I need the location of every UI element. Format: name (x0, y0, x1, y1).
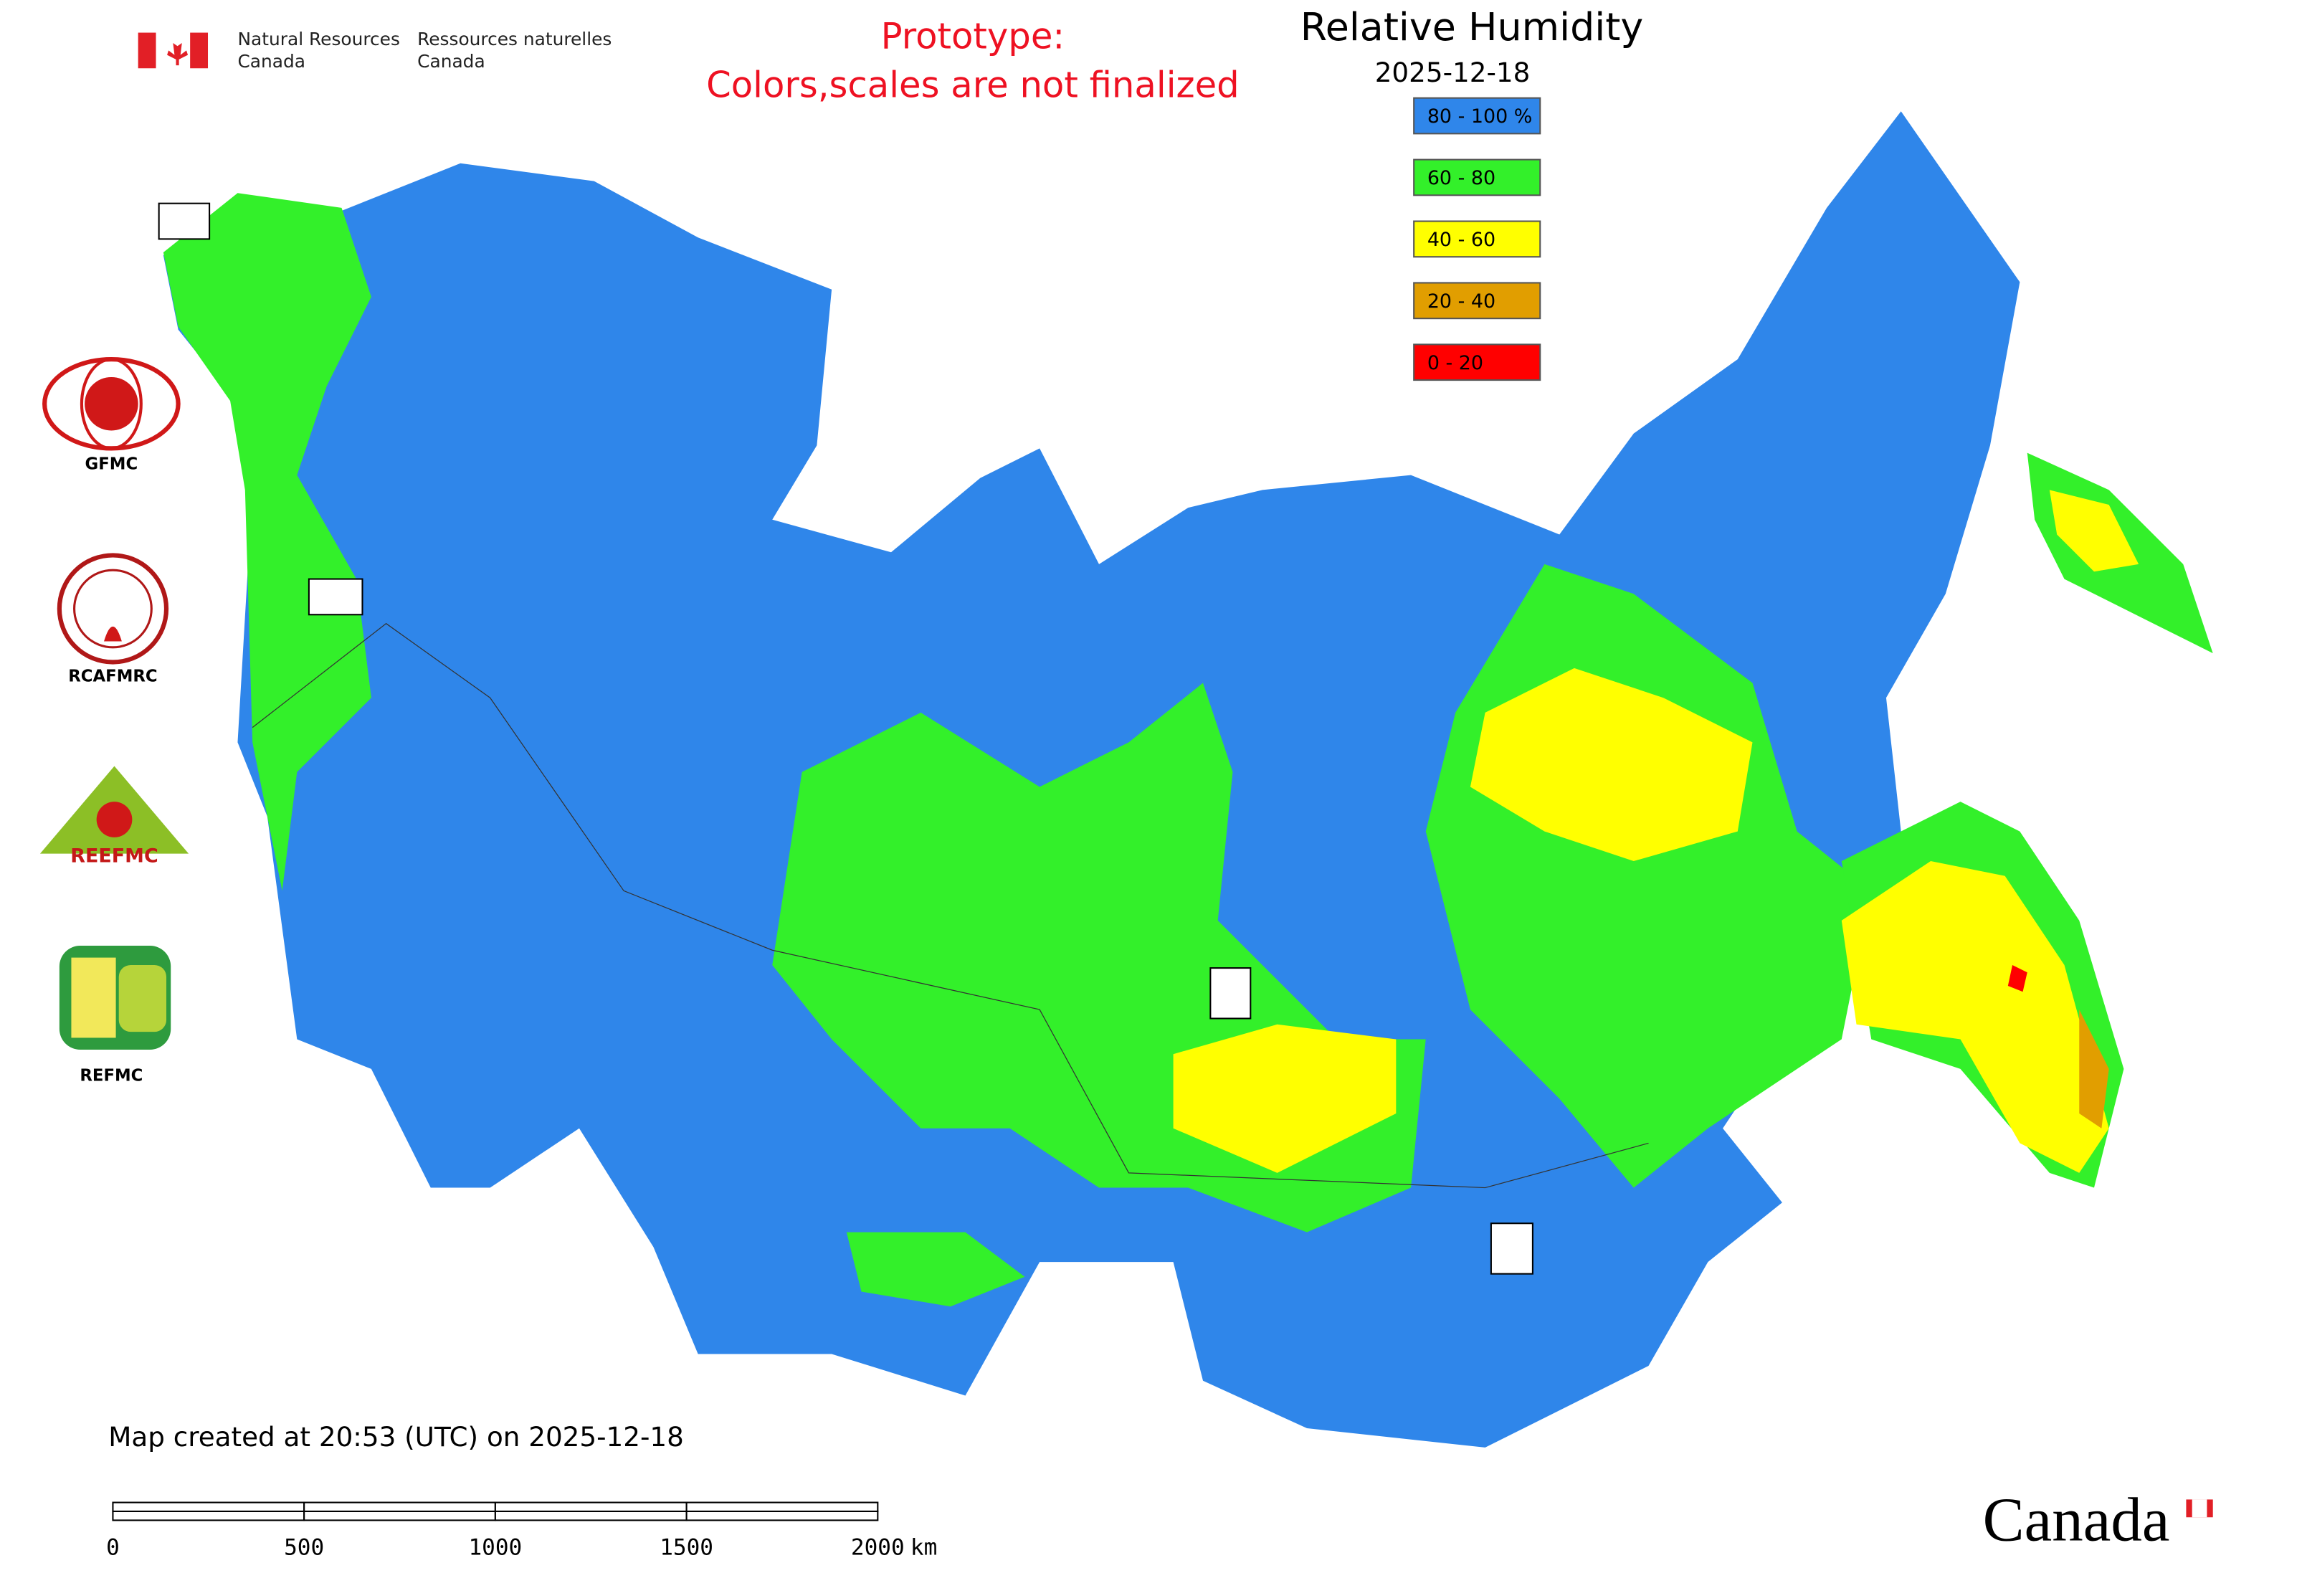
legend-label: 80 - 100 % (1427, 105, 1533, 128)
prototype-notice: Prototype: (881, 15, 1065, 57)
logo-label: RCAFMRC (68, 668, 157, 686)
legend-label: 20 - 40 (1427, 290, 1495, 313)
scale-tick-label: 2000 (851, 1535, 905, 1561)
legend-label: 60 - 80 (1427, 167, 1495, 189)
legend-swatch (1413, 97, 1541, 135)
scale-segment (685, 1501, 879, 1513)
humidity-region (163, 193, 371, 891)
land (163, 111, 2213, 1448)
logo-label: REEFMC (70, 845, 158, 867)
map-date: 2025-12-18 (1375, 57, 1531, 88)
map-marker (308, 578, 363, 616)
agency-en: Canada (237, 51, 305, 72)
scale-tick-label: 1500 (660, 1535, 713, 1561)
scale-tick-label: 1000 (468, 1535, 522, 1561)
scale-segment (494, 1510, 688, 1521)
humidity-region (2079, 1010, 2109, 1129)
scale-segment (112, 1501, 305, 1513)
map-marker (1490, 1222, 1533, 1275)
legend-swatch (1413, 343, 1541, 381)
map-marker (1209, 967, 1252, 1020)
legend: 80 - 100 % 60 - 80 40 - 60 20 - 40 0 - 20 (1413, 97, 1541, 381)
logo-label: REFMC (80, 1067, 143, 1086)
map-marker (158, 202, 211, 240)
refmc-logo (59, 946, 171, 1050)
logo-label: GFMC (85, 455, 138, 474)
gfmc-logo (42, 357, 181, 451)
legend-swatch (1413, 220, 1541, 258)
legend-label: 40 - 60 (1427, 229, 1495, 251)
scale-segment (303, 1510, 496, 1521)
reefmc-logo (39, 766, 189, 854)
scale-segment (112, 1510, 305, 1521)
humidity-region (1470, 668, 1753, 862)
agency-fr: Ressources naturelles (417, 29, 612, 49)
scale-tick-label: 0 (106, 1535, 120, 1561)
rcafmrc-logo (57, 553, 169, 665)
border (252, 622, 1649, 1189)
humidity-region (1841, 861, 2109, 1173)
canada-flag (138, 32, 209, 69)
wordmark: Canada (1983, 1485, 2170, 1554)
agency-en: Natural Resources (237, 29, 399, 49)
scale-segment (685, 1510, 879, 1521)
legend-label: 0 - 20 (1427, 352, 1483, 374)
scale-unit: km (910, 1535, 937, 1561)
humidity-region (2007, 964, 2027, 992)
legend-swatch (1413, 282, 1541, 320)
humidity-region (1173, 1024, 1397, 1173)
legend-swatch (1413, 158, 1541, 196)
map-footer: Map created at 20:53 (UTC) on 2025-12-18 (108, 1421, 684, 1453)
canada-wordmark: Canada (1983, 1485, 2213, 1554)
scale-bar: 0 500 1000 1500 2000 km (106, 1501, 937, 1561)
prototype-notice: Colors,scales are not finalized (706, 65, 1240, 106)
scale-segment (494, 1501, 688, 1513)
agency-fr: Canada (417, 51, 485, 72)
humidity-region (2049, 490, 2139, 572)
humidity-region (846, 1232, 1025, 1307)
map-title: Relative Humidity (1300, 4, 1643, 49)
scale-tick-label: 500 (284, 1535, 324, 1561)
scale-segment (303, 1501, 496, 1513)
